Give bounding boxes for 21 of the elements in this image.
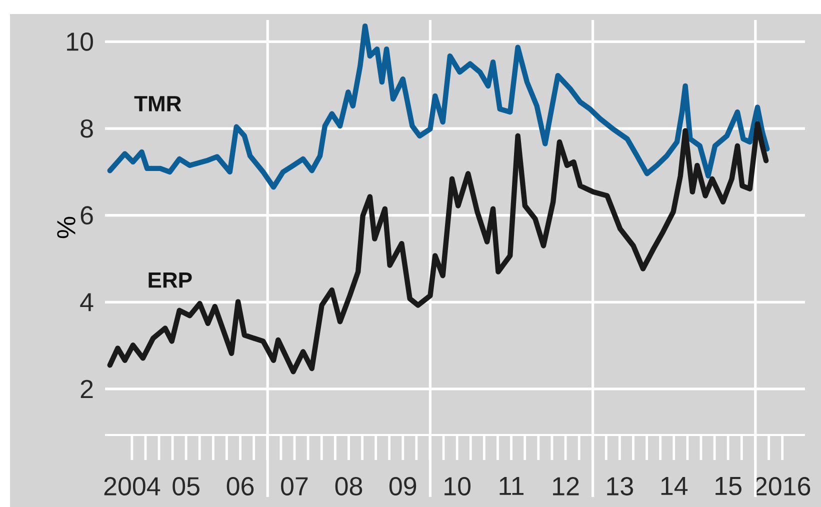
x-tick-label: 13 [607, 477, 633, 496]
series-label: TMR [134, 96, 182, 112]
series-label: ERP [148, 272, 192, 288]
x-tick-label: 14 [661, 477, 688, 495]
y-tick-label: 4 [80, 293, 94, 312]
y-tick-label: 10 [67, 32, 93, 51]
x-tick-label: 06 [226, 477, 254, 496]
x-tick-label: 15 [716, 477, 742, 496]
x-tick-label: 11 [500, 477, 524, 495]
x-tick-label: 09 [389, 477, 416, 496]
x-tick-label: 2016 [754, 477, 810, 496]
x-tick-label: 08 [335, 477, 362, 496]
y-tick-label: 2 [80, 380, 93, 398]
x-tick-label: 10 [444, 477, 471, 496]
x-tick-label: 2004 [104, 477, 160, 496]
y-tick-label: 6 [80, 206, 93, 225]
y-tick-label: 8 [80, 119, 93, 138]
x-tick-label: 12 [553, 477, 579, 496]
x-tick-label: 05 [172, 477, 200, 496]
y-axis-title: % [57, 216, 76, 238]
x-tick-label: 07 [281, 477, 308, 496]
